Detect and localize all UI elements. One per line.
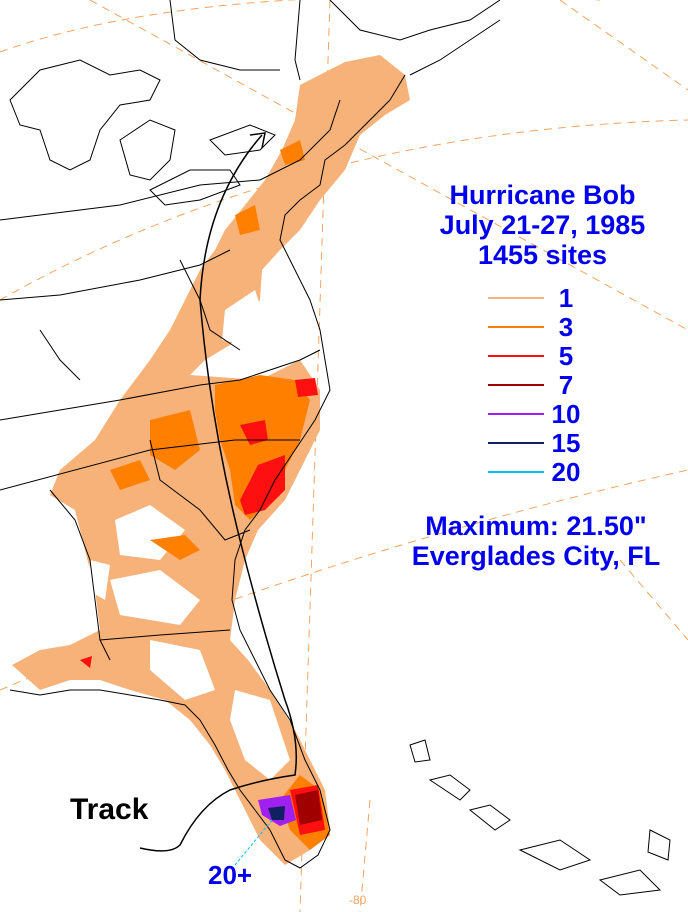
legend-value: 1 <box>558 283 574 313</box>
maximum-location: Everglades City, FL <box>411 541 661 571</box>
legend-entry: 5 <box>484 341 594 371</box>
legend-value: 7 <box>558 370 574 400</box>
rainfall-1in <box>12 55 410 865</box>
legend-value: 10 <box>551 399 581 429</box>
storm-dates: July 21-27, 1985 <box>439 210 646 240</box>
legend-value: 3 <box>558 312 574 342</box>
legend-entry: 7 <box>484 370 594 400</box>
storm-name: Hurricane Bob <box>449 180 636 210</box>
legend-value: 15 <box>551 428 581 458</box>
legend-swatch <box>488 326 544 328</box>
track-arrow-icon <box>249 132 266 149</box>
legend-swatch <box>488 413 544 415</box>
maximum-value: Maximum: 21.50" <box>425 511 647 541</box>
rainfall-5in <box>80 378 325 835</box>
legend-value: 5 <box>558 341 574 371</box>
legend-entry: 10 <box>484 399 594 429</box>
legend-entry: 15 <box>484 428 594 458</box>
track-label: Track <box>70 793 149 826</box>
legend-entry: 20 <box>484 457 594 487</box>
site-count: 1455 sites <box>477 240 608 270</box>
rainfall-15in <box>268 806 285 820</box>
legend-entry: 3 <box>484 312 594 342</box>
legend-swatch <box>488 442 544 444</box>
legend-swatch <box>488 355 544 357</box>
rainfall-7in <box>295 790 322 825</box>
longitude-label: -80 <box>349 893 367 907</box>
max-pointer-label: 20+ <box>208 860 253 890</box>
legend-entry: 1 <box>484 283 594 313</box>
legend-value: 20 <box>551 457 581 487</box>
dry-areas <box>88 290 290 780</box>
hurricane-track <box>139 134 297 852</box>
legend-swatch <box>488 471 544 473</box>
legend-swatch <box>488 384 544 386</box>
legend-swatch <box>488 297 544 299</box>
